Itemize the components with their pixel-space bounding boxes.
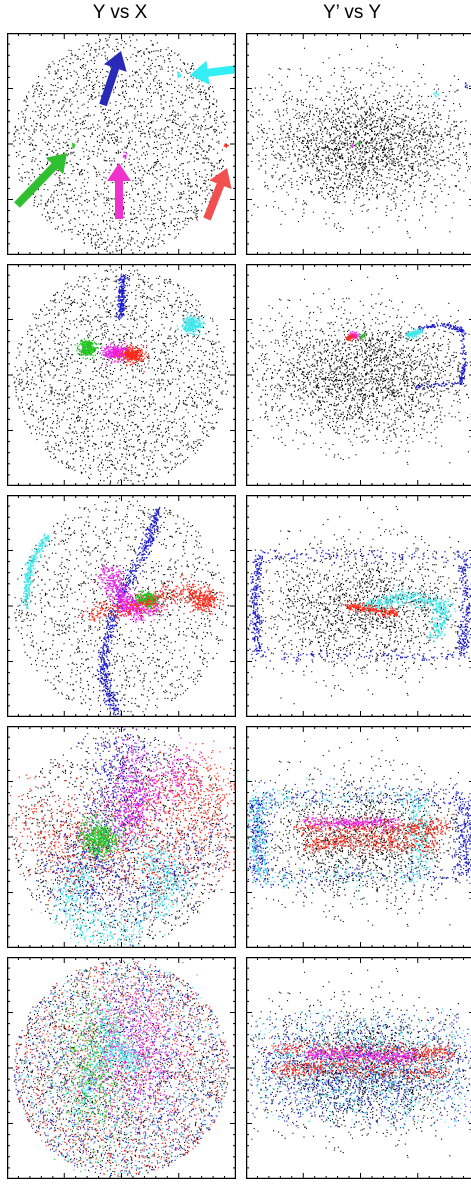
cyan-arrow — [190, 60, 236, 85]
y-vs-x-plot-row-5 — [7, 957, 236, 1179]
scatter-points — [13, 267, 230, 484]
magenta-arrow — [107, 163, 131, 219]
left-column-title: Y vs X — [92, 2, 148, 23]
scatter-points — [250, 968, 471, 1158]
plot-frame — [7, 957, 236, 1179]
axis-ticks — [246, 264, 471, 486]
yprime-vs-y-plot-row-3 — [246, 495, 471, 717]
yprime-vs-y-plot-row-5 — [246, 957, 471, 1179]
scatter-points — [248, 506, 471, 705]
yprime-vs-y-plot-row-2 — [246, 264, 471, 486]
axis-ticks — [7, 495, 236, 717]
y-vs-x-plot-row-1 — [7, 33, 236, 255]
scatter-points — [250, 275, 471, 465]
axis-ticks — [246, 495, 471, 717]
red-arrow — [203, 168, 232, 221]
plot-frame — [246, 264, 471, 486]
axis-ticks — [7, 726, 236, 948]
green-arrow — [14, 153, 68, 208]
scatter-points — [250, 44, 471, 239]
axis-ticks — [7, 264, 236, 486]
y-vs-x-plot-row-4 — [7, 726, 236, 948]
axis-ticks — [246, 726, 471, 948]
scatter-points — [13, 36, 229, 253]
scatter-points — [246, 737, 471, 927]
y-vs-x-plot-row-2 — [7, 264, 236, 486]
yprime-vs-y-plot-row-4 — [246, 726, 471, 948]
scatter-points — [13, 957, 230, 1177]
scatter-points — [14, 498, 230, 716]
axis-ticks — [246, 957, 471, 1179]
scatter-points — [9, 726, 236, 948]
yprime-vs-y-plot-row-1 — [246, 33, 471, 255]
blue-arrow — [99, 51, 127, 107]
y-vs-x-plot-row-3 — [7, 495, 236, 717]
right-column-title: Y’ vs Y — [322, 2, 382, 23]
axis-ticks — [246, 33, 471, 255]
axis-ticks — [7, 33, 236, 255]
axis-ticks — [7, 957, 236, 1179]
